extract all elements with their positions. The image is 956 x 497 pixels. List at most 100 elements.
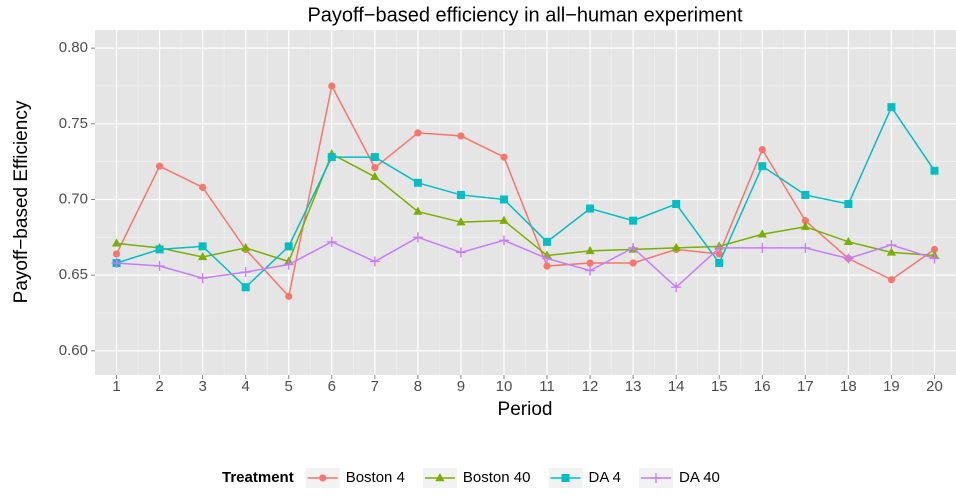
point — [672, 200, 681, 209]
point — [241, 242, 251, 252]
legend-label: Boston 4 — [346, 469, 405, 486]
legend-label: DA 40 — [679, 469, 720, 486]
series-line — [116, 236, 935, 289]
x-tick-label: 9 — [457, 378, 465, 395]
point — [671, 282, 682, 293]
y-axis-title: Payoff−based Efficiency — [11, 100, 32, 303]
point — [414, 129, 422, 137]
legend-label: Boston 40 — [463, 469, 531, 486]
point — [155, 245, 164, 254]
point — [111, 238, 122, 247]
x-tick-label: 6 — [328, 378, 336, 395]
point — [326, 236, 337, 247]
point — [284, 242, 293, 251]
y-tick-label: 0.70 — [59, 190, 88, 207]
point — [412, 232, 423, 243]
x-tick-label: 14 — [668, 378, 685, 395]
x-axis-title: Period — [498, 399, 553, 420]
x-tick-label: 2 — [155, 378, 163, 395]
x-tick-label: 3 — [198, 378, 206, 395]
point — [155, 162, 164, 170]
series-line — [116, 105, 936, 289]
point — [456, 217, 466, 226]
point — [499, 215, 509, 224]
legend-marker — [435, 473, 445, 482]
point — [370, 153, 379, 162]
y-tick-label: 0.75 — [59, 115, 88, 132]
legend-marker — [319, 474, 327, 482]
point — [285, 292, 293, 300]
point — [413, 206, 423, 215]
point — [628, 242, 639, 253]
point — [714, 242, 725, 253]
point — [843, 236, 853, 246]
x-tick-label: 10 — [496, 378, 513, 395]
point — [930, 166, 939, 175]
point — [886, 239, 897, 250]
point — [542, 253, 553, 264]
point — [543, 237, 552, 246]
point — [887, 103, 896, 112]
point — [499, 195, 508, 204]
point — [585, 245, 595, 255]
legend-title: Treatment — [222, 469, 294, 486]
point — [715, 259, 724, 268]
point — [370, 171, 380, 180]
point — [283, 259, 294, 270]
point — [199, 183, 207, 191]
point — [198, 251, 208, 261]
point — [154, 261, 165, 272]
x-tick-label: 20 — [926, 378, 943, 395]
point — [112, 250, 121, 258]
point — [327, 153, 336, 162]
point — [801, 217, 809, 225]
point — [198, 242, 207, 251]
x-tick-label: 7 — [371, 378, 379, 395]
point — [241, 283, 250, 292]
point — [758, 145, 766, 154]
point — [455, 247, 466, 258]
y-tick-label: 0.80 — [59, 39, 88, 56]
x-tick-label: 19 — [883, 378, 900, 395]
chart-title: Payoff−based efficiency in all−human exp… — [307, 4, 743, 26]
point — [930, 245, 939, 254]
point — [757, 229, 767, 238]
point — [328, 82, 336, 90]
point — [757, 242, 768, 253]
point — [801, 190, 810, 199]
x-tick-label: 15 — [711, 378, 728, 395]
point — [585, 265, 596, 276]
point — [758, 162, 767, 171]
point — [886, 247, 897, 256]
point — [457, 132, 465, 140]
point — [629, 259, 637, 267]
point — [197, 273, 208, 284]
point — [629, 216, 638, 225]
legend-label: DA 4 — [588, 469, 621, 486]
point — [456, 190, 465, 199]
x-tick-label: 8 — [414, 378, 422, 395]
point — [498, 235, 509, 246]
point — [369, 256, 380, 267]
point — [800, 221, 810, 230]
point — [843, 253, 854, 264]
legend-marker — [561, 474, 570, 482]
point — [111, 258, 122, 269]
point — [929, 253, 940, 264]
point — [413, 178, 422, 187]
point — [371, 164, 379, 172]
legend-item: DA 40 — [639, 468, 720, 488]
point — [800, 242, 811, 253]
legend-item: DA 4 — [548, 468, 621, 488]
point — [543, 262, 551, 270]
point — [586, 204, 595, 213]
series-line — [116, 153, 935, 263]
x-tick-label: 5 — [285, 378, 293, 395]
point — [586, 259, 594, 267]
x-tick-label: 11 — [539, 378, 555, 395]
point — [844, 200, 853, 209]
legend-item: Boston 4 — [305, 468, 405, 488]
x-tick-label: 16 — [754, 378, 771, 395]
x-tick-label: 12 — [582, 378, 599, 395]
